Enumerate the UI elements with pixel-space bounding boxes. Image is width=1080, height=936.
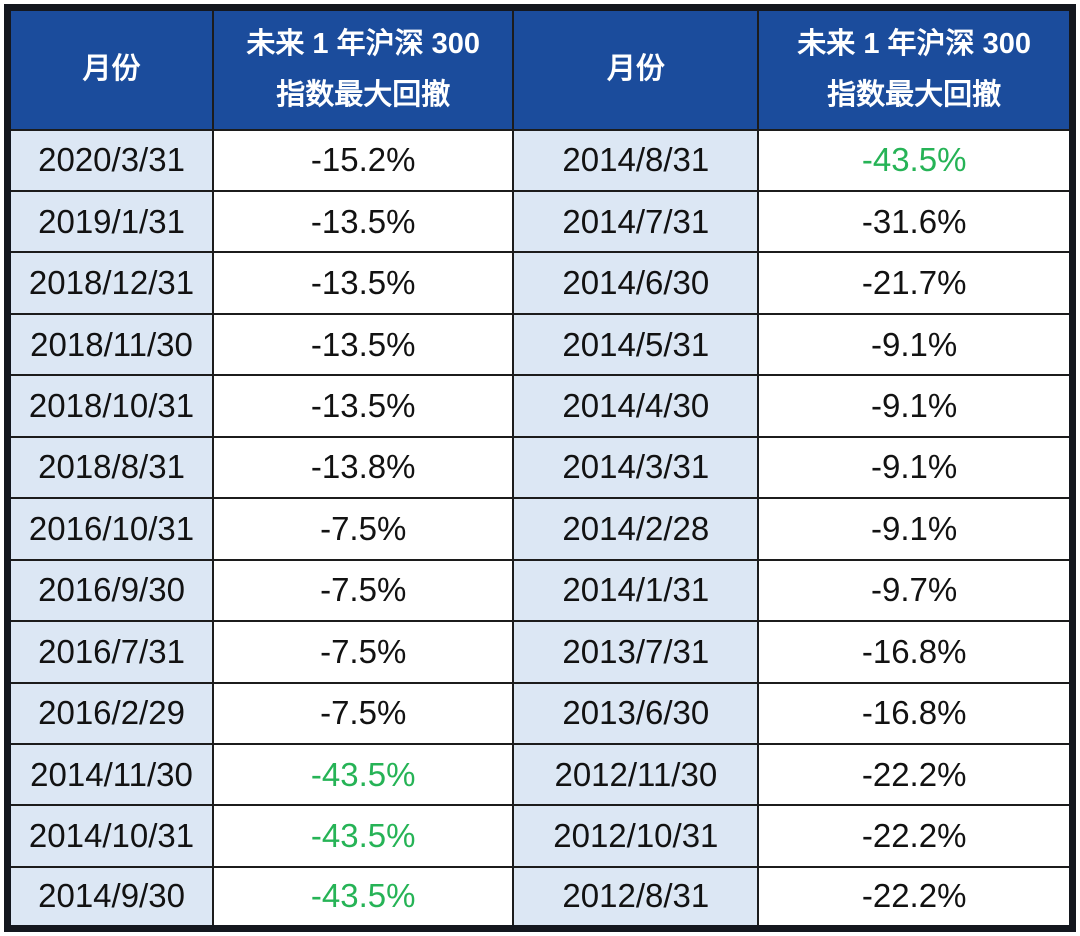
drawdown-cell: -43.5% xyxy=(212,804,515,868)
drawdown-cell: -13.5% xyxy=(212,374,515,438)
month-cell: 2014/6/30 xyxy=(512,251,760,315)
drawdown-cell: -9.1% xyxy=(757,374,1074,438)
table-row: 2020/3/31 -15.2% 2014/8/31 -43.5% xyxy=(6,128,1074,192)
table-row: 2014/10/31 -43.5% 2012/10/31 -22.2% xyxy=(6,804,1074,868)
month-cell: 2018/8/31 xyxy=(6,435,215,500)
drawdown-cell: -43.5% xyxy=(212,865,515,930)
month-cell: 2012/8/31 xyxy=(512,865,760,930)
table-row: 2016/9/30 -7.5% 2014/1/31 -9.7% xyxy=(6,558,1074,623)
month-cell: 2014/10/31 xyxy=(6,804,215,868)
max-drawdown-table: 月份 未来 1 年沪深 300 指数最大回撤 月份 未来 1 年沪深 300 指… xyxy=(4,4,1076,932)
month-cell: 2014/8/31 xyxy=(512,128,760,192)
header-month-left-label: 月份 xyxy=(82,53,141,86)
header-row: 月份 未来 1 年沪深 300 指数最大回撤 月份 未来 1 年沪深 300 指… xyxy=(6,6,1074,131)
drawdown-cell: -22.2% xyxy=(757,804,1074,868)
table-row: 2018/8/31 -13.8% 2014/3/31 -9.1% xyxy=(6,435,1074,500)
drawdown-cell: -9.1% xyxy=(757,435,1074,500)
table-row: 2018/10/31 -13.5% 2014/4/30 -9.1% xyxy=(6,374,1074,438)
month-cell: 2018/12/31 xyxy=(6,251,215,315)
month-cell: 2012/10/31 xyxy=(512,804,760,868)
drawdown-cell: -7.5% xyxy=(212,620,515,684)
drawdown-cell: -31.6% xyxy=(757,189,1074,254)
month-cell: 2013/6/30 xyxy=(512,681,760,746)
drawdown-cell: -43.5% xyxy=(757,128,1074,192)
header-month-left: 月份 xyxy=(6,6,215,131)
drawdown-cell: -13.5% xyxy=(212,312,515,377)
drawdown-cell: -7.5% xyxy=(212,497,515,561)
drawdown-cell: -9.7% xyxy=(757,558,1074,623)
month-cell: 2018/10/31 xyxy=(6,374,215,438)
month-cell: 2016/7/31 xyxy=(6,620,215,684)
drawdown-cell: -9.1% xyxy=(757,312,1074,377)
drawdown-cell: -22.2% xyxy=(757,743,1074,807)
month-cell: 2014/5/31 xyxy=(512,312,760,377)
month-cell: 2016/10/31 xyxy=(6,497,215,561)
month-cell: 2019/1/31 xyxy=(6,189,215,254)
table-row: 2016/7/31 -7.5% 2013/7/31 -16.8% xyxy=(6,620,1074,684)
table-row: 2018/11/30 -13.5% 2014/5/31 -9.1% xyxy=(6,312,1074,377)
month-cell: 2014/9/30 xyxy=(6,865,215,930)
table-row: 2014/9/30 -43.5% 2012/8/31 -22.2% xyxy=(6,865,1074,930)
drawdown-cell: -15.2% xyxy=(212,128,515,192)
month-cell: 2018/11/30 xyxy=(6,312,215,377)
month-cell: 2013/7/31 xyxy=(512,620,760,684)
header-drawdown-left-line2: 指数最大回撤 xyxy=(276,78,451,111)
table-row: 2014/11/30 -43.5% 2012/11/30 -22.2% xyxy=(6,743,1074,807)
header-month-right: 月份 xyxy=(512,6,760,131)
table-header: 月份 未来 1 年沪深 300 指数最大回撤 月份 未来 1 年沪深 300 指… xyxy=(6,6,1074,131)
drawdown-cell: -13.8% xyxy=(212,435,515,500)
drawdown-cell: -7.5% xyxy=(212,681,515,746)
drawdown-cell: -21.7% xyxy=(757,251,1074,315)
table-row: 2019/1/31 -13.5% 2014/7/31 -31.6% xyxy=(6,189,1074,254)
header-month-right-label: 月份 xyxy=(606,53,665,86)
month-cell: 2014/4/30 xyxy=(512,374,760,438)
month-cell: 2014/11/30 xyxy=(6,743,215,807)
month-cell: 2014/7/31 xyxy=(512,189,760,254)
header-drawdown-right-line1: 未来 1 年沪深 300 xyxy=(797,27,1031,60)
drawdown-cell: -16.8% xyxy=(757,681,1074,746)
drawdown-cell: -22.2% xyxy=(757,865,1074,930)
drawdown-cell: -43.5% xyxy=(212,743,515,807)
drawdown-cell: -9.1% xyxy=(757,497,1074,561)
header-drawdown-left: 未来 1 年沪深 300 指数最大回撤 xyxy=(212,6,515,131)
month-cell: 2012/11/30 xyxy=(512,743,760,807)
header-drawdown-right-line2: 指数最大回撤 xyxy=(827,78,1002,111)
month-cell: 2014/3/31 xyxy=(512,435,760,500)
month-cell: 2016/9/30 xyxy=(6,558,215,623)
table-body: 2020/3/31 -15.2% 2014/8/31 -43.5% 2019/1… xyxy=(6,128,1074,930)
table-row: 2018/12/31 -13.5% 2014/6/30 -21.7% xyxy=(6,251,1074,315)
header-drawdown-right: 未来 1 年沪深 300 指数最大回撤 xyxy=(757,6,1074,131)
month-cell: 2014/1/31 xyxy=(512,558,760,623)
month-cell: 2016/2/29 xyxy=(6,681,215,746)
table-row: 2016/2/29 -7.5% 2013/6/30 -16.8% xyxy=(6,681,1074,746)
drawdown-cell: -13.5% xyxy=(212,189,515,254)
drawdown-cell: -16.8% xyxy=(757,620,1074,684)
table-row: 2016/10/31 -7.5% 2014/2/28 -9.1% xyxy=(6,497,1074,561)
drawdown-cell: -7.5% xyxy=(212,558,515,623)
month-cell: 2014/2/28 xyxy=(512,497,760,561)
drawdown-cell: -13.5% xyxy=(212,251,515,315)
month-cell: 2020/3/31 xyxy=(6,128,215,192)
header-drawdown-left-line1: 未来 1 年沪深 300 xyxy=(246,27,481,60)
